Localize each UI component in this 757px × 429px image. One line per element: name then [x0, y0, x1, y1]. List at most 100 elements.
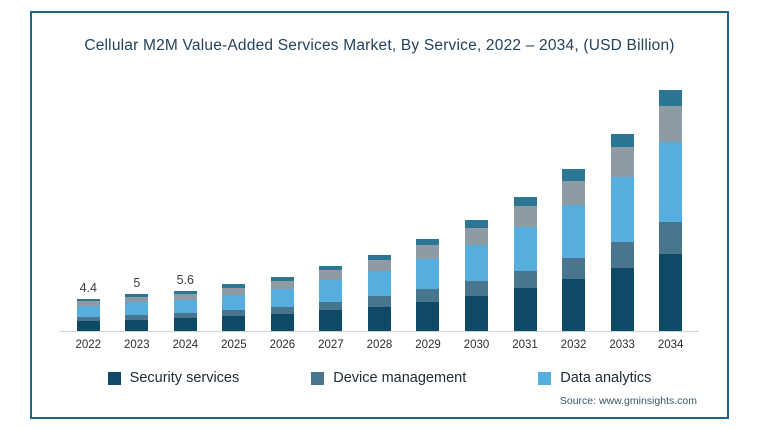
chart-column: [646, 59, 695, 331]
bar-stack: [513, 197, 537, 331]
chart-column: 5.6: [161, 59, 210, 331]
bar-segment: [76, 316, 100, 321]
chart-plot: 4.4 5 5.6: [60, 59, 699, 332]
bar-stack: [562, 169, 586, 331]
bar-segment: [76, 298, 100, 301]
bar-segment: [513, 287, 537, 331]
legend-item: Device management: [311, 370, 466, 386]
legend-item: Security services: [107, 370, 240, 386]
x-axis-tick-label: 2031: [512, 339, 538, 351]
bar-segment: [610, 176, 634, 242]
bar-stack: [659, 89, 683, 331]
bar-segment: [125, 319, 149, 331]
x-axis-labels: 2022 2023 2024 2025 2026 2027 2028 2029 2030 2031…: [60, 332, 699, 351]
bar-segment: [562, 180, 586, 206]
bar-segment: [465, 220, 489, 229]
bar-segment: [562, 279, 586, 331]
bar-segment: [367, 306, 391, 331]
bar-value-label: 5: [133, 275, 141, 290]
bar-segment: [610, 241, 634, 268]
bar-segment: [319, 269, 343, 280]
bar-stack: [610, 133, 634, 331]
bar-segment: [513, 270, 537, 288]
bar-stack: [125, 293, 149, 331]
chart-card: Cellular M2M Value-Added Services Market…: [30, 11, 729, 419]
legend-label: Security services: [129, 370, 240, 386]
bar-segment: [562, 169, 586, 181]
chart-column: [258, 59, 307, 331]
bar-segment: [367, 296, 391, 307]
bar-segment: [416, 301, 440, 331]
chart-column: [598, 59, 647, 331]
bar-segment: [319, 310, 343, 331]
bar-segment: [173, 291, 197, 295]
bar-segment: [465, 228, 489, 245]
legend-swatch: [311, 371, 325, 385]
legend-label: Device management: [333, 370, 467, 386]
x-axis-tick-label: 2027: [318, 339, 344, 351]
bar-stack: [416, 238, 440, 331]
legend-label: Data analytics: [560, 370, 652, 386]
bar-segment: [416, 259, 440, 290]
bar-segment: [222, 310, 246, 316]
legend: Security services Device management Data a…: [60, 370, 699, 386]
bar-stack: [173, 291, 197, 331]
chart-title: Cellular M2M Value-Added Services Market…: [84, 37, 675, 54]
bar-segment: [76, 305, 100, 317]
x-axis-tick-label: 2029: [415, 339, 441, 351]
chart-column: [501, 59, 550, 331]
bar-stack: [319, 265, 343, 331]
bar-segment: [659, 89, 683, 107]
bar-segment: [610, 133, 634, 148]
bar-segment: [173, 300, 197, 313]
bar-segment: [222, 287, 246, 296]
x-axis-tick-label: 2024: [172, 339, 199, 351]
bar-segment: [270, 288, 294, 307]
bar-value-label: 4.4: [79, 280, 97, 295]
bar-segment: [222, 295, 246, 311]
bar-segment: [367, 254, 391, 260]
bar-segment: [416, 238, 440, 246]
bar-segment: [513, 226, 537, 271]
chart-column: [307, 59, 356, 331]
bar-stack: [270, 277, 294, 331]
legend-swatch: [538, 371, 552, 385]
bar-segment: [416, 289, 440, 302]
chart-column: [355, 59, 404, 331]
x-axis-tick-label: 2033: [609, 339, 635, 351]
bar-segment: [465, 295, 489, 331]
bar-segment: [659, 142, 683, 223]
bar-segment: [173, 318, 197, 331]
bar-stack: [76, 298, 100, 331]
bar-segment: [319, 265, 343, 270]
legend-swatch: [107, 371, 121, 385]
bar-segment: [610, 267, 634, 331]
bar-segment: [659, 106, 683, 143]
bar-segment: [465, 281, 489, 296]
chart-column: [210, 59, 259, 331]
bar-segment: [125, 314, 149, 320]
x-axis-tick-label: 2025: [221, 339, 247, 351]
bar-segment: [562, 258, 586, 280]
bar-stack: [367, 254, 391, 331]
bar-segment: [367, 259, 391, 272]
chart-column: 5: [113, 59, 162, 331]
chart-column: 4.4: [64, 59, 113, 331]
x-axis-tick-label: 2032: [560, 339, 587, 351]
bar-segment: [416, 245, 440, 260]
bar-segment: [173, 313, 197, 318]
bar-segment: [367, 271, 391, 297]
x-axis-tick-label: 2022: [75, 339, 102, 351]
bar-stack: [222, 284, 246, 331]
bar-segment: [513, 206, 537, 227]
x-axis-tick-label: 2034: [657, 339, 684, 351]
x-axis-tick-label: 2026: [269, 339, 296, 351]
bar-segment: [76, 300, 100, 306]
bar-segment: [659, 222, 683, 254]
bar-segment: [125, 293, 149, 297]
x-axis-tick-label: 2030: [463, 339, 490, 351]
chart-column: [549, 59, 598, 331]
bar-segment: [76, 320, 100, 331]
plot-area: 4.4 5 5.6 2022 2023 2024 2025 2026 2027 2028 2029…: [60, 59, 699, 354]
bar-segment: [270, 277, 294, 281]
